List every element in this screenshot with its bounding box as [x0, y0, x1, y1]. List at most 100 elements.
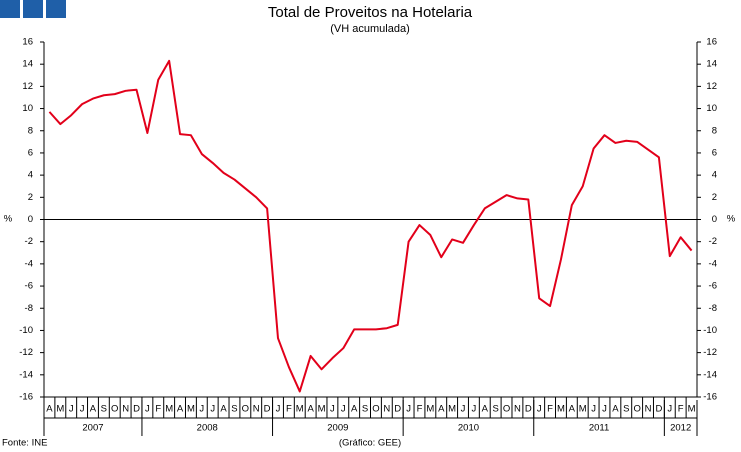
year-label: 2011 — [589, 423, 609, 434]
y2-tick-label: 2 — [712, 192, 717, 203]
x-tick-label: J — [472, 404, 477, 415]
x-tick-label: S — [101, 404, 107, 415]
y2-tick-label: -6 — [709, 281, 717, 292]
x-tick-label: S — [362, 404, 368, 415]
y2-tick-label: 14 — [706, 59, 717, 70]
x-tick-label: D — [133, 404, 140, 415]
y2-tick-label: -12 — [703, 347, 717, 358]
x-tick-label: J — [602, 404, 607, 415]
y2-tick-label: 6 — [712, 147, 717, 158]
y-tick-label: 10 — [22, 103, 33, 114]
x-tick-label: O — [242, 404, 249, 415]
y-tick-label: -6 — [25, 281, 33, 292]
x-tick-label: N — [645, 404, 652, 415]
y-tick-label: 4 — [28, 170, 33, 181]
x-tick-label: F — [417, 404, 423, 415]
x-tick-label: F — [547, 404, 553, 415]
y-axis-label: % — [4, 214, 13, 225]
x-tick-label: O — [372, 404, 379, 415]
y2-tick-label: -8 — [709, 303, 717, 314]
y-tick-label: 12 — [22, 81, 33, 92]
x-tick-label: J — [69, 404, 74, 415]
x-tick-label: A — [177, 404, 184, 415]
y2-tick-label: 16 — [706, 37, 717, 48]
data-line — [48, 59, 693, 393]
year-label: 2010 — [458, 423, 479, 434]
y-tick-label: 2 — [28, 192, 33, 203]
x-tick-label: J — [591, 404, 596, 415]
x-tick-label: S — [623, 404, 629, 415]
y-tick-label: 14 — [22, 59, 33, 70]
y-tick-label: 0 — [28, 214, 33, 225]
y2-tick-label: 12 — [706, 81, 717, 92]
x-tick-label: O — [503, 404, 510, 415]
x-tick-label: M — [318, 404, 326, 415]
x-tick-label: F — [155, 404, 161, 415]
y-tick-label: -10 — [19, 325, 33, 336]
x-tick-label: M — [557, 404, 565, 415]
x-tick-label: A — [220, 404, 227, 415]
x-tick-label: J — [330, 404, 335, 415]
x-tick-label: J — [406, 404, 411, 415]
x-tick-label: M — [426, 404, 434, 415]
y-tick-label: -16 — [19, 392, 33, 403]
logo-square — [46, 0, 66, 18]
x-tick-label: N — [122, 404, 129, 415]
year-label: 2007 — [82, 423, 103, 434]
x-tick-label: D — [525, 404, 532, 415]
x-tick-label: N — [514, 404, 521, 415]
x-tick-label: J — [276, 404, 281, 415]
x-tick-label: N — [253, 404, 260, 415]
x-tick-label: O — [633, 404, 640, 415]
x-tick-label: J — [537, 404, 542, 415]
y2-tick-label: -14 — [703, 369, 717, 380]
x-tick-label: F — [678, 404, 684, 415]
chart-title: Total de Proveitos na Hotelaria — [268, 4, 473, 21]
y2-tick-label: 8 — [712, 125, 717, 136]
y-tick-label: -12 — [19, 347, 33, 358]
y2-tick-label: -10 — [703, 325, 717, 336]
y-tick-label: -2 — [25, 236, 33, 247]
y-tick-label: -4 — [25, 258, 33, 269]
y2-axis-label: % — [727, 214, 736, 225]
y2-tick-label: 10 — [706, 103, 717, 114]
x-tick-label: S — [231, 404, 237, 415]
y2-tick-label: -4 — [709, 258, 717, 269]
y-tick-label: 16 — [22, 37, 33, 48]
x-tick-label: M — [187, 404, 195, 415]
x-tick-label: A — [46, 404, 53, 415]
x-tick-label: M — [296, 404, 304, 415]
x-tick-label: M — [579, 404, 587, 415]
y-tick-label: 6 — [28, 147, 33, 158]
x-tick-label: A — [351, 404, 358, 415]
year-label: 2012 — [670, 423, 691, 434]
x-tick-label: D — [394, 404, 401, 415]
note: (Gráfico: GEE) — [339, 438, 401, 449]
x-tick-label: J — [461, 404, 466, 415]
x-tick-label: M — [448, 404, 456, 415]
x-tick-label: J — [80, 404, 85, 415]
y2-tick-label: -16 — [703, 392, 717, 403]
logo-square — [0, 0, 20, 18]
y-tick-label: 8 — [28, 125, 33, 136]
x-tick-label: J — [145, 404, 150, 415]
year-label: 2009 — [327, 423, 348, 434]
x-tick-label: O — [111, 404, 118, 415]
x-tick-label: J — [199, 404, 204, 415]
x-tick-label: M — [165, 404, 173, 415]
x-tick-label: J — [210, 404, 215, 415]
x-tick-label: A — [612, 404, 619, 415]
x-tick-label: F — [286, 404, 292, 415]
x-tick-label: A — [90, 404, 97, 415]
y2-tick-label: 0 — [712, 214, 717, 225]
x-tick-label: A — [307, 404, 314, 415]
y-tick-label: -8 — [25, 303, 33, 314]
y2-tick-label: -2 — [709, 236, 717, 247]
logo-square — [23, 0, 43, 18]
chart-subtitle: (VH acumulada) — [330, 23, 409, 35]
x-tick-label: A — [438, 404, 445, 415]
x-tick-label: M — [688, 404, 696, 415]
x-tick-label: J — [341, 404, 346, 415]
x-tick-label: M — [56, 404, 64, 415]
